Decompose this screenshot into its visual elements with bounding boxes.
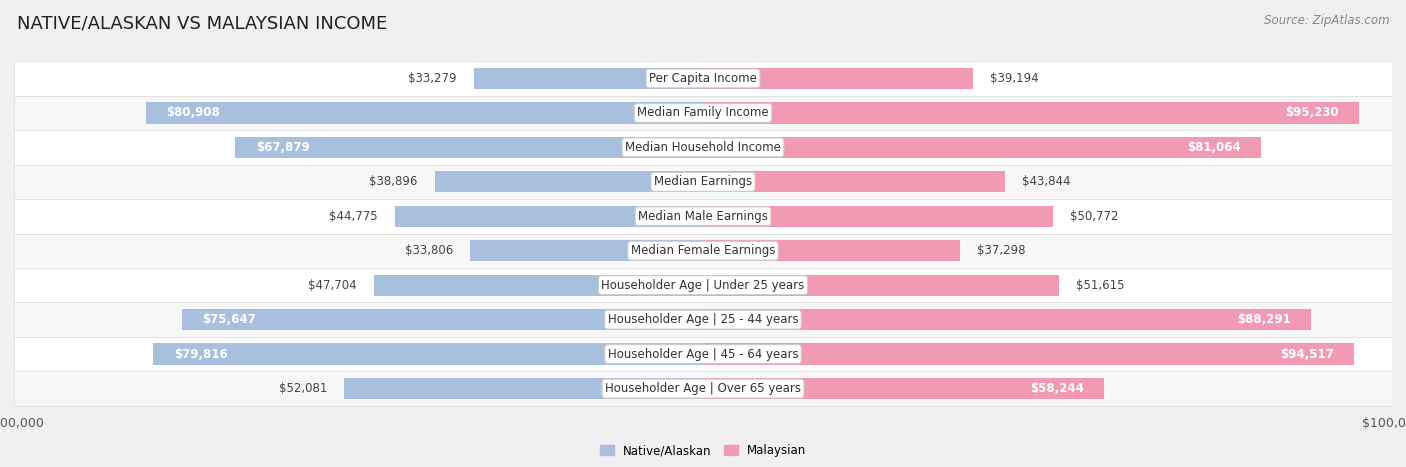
Text: Householder Age | 45 - 64 years: Householder Age | 45 - 64 years: [607, 347, 799, 361]
Bar: [703, 137, 1261, 158]
Text: $67,879: $67,879: [256, 141, 309, 154]
Bar: [703, 171, 1005, 192]
Legend: Native/Alaskan, Malaysian: Native/Alaskan, Malaysian: [595, 439, 811, 462]
Bar: [146, 102, 703, 124]
Text: $94,517: $94,517: [1279, 347, 1333, 361]
Bar: [14, 164, 1392, 199]
Text: Source: ZipAtlas.com: Source: ZipAtlas.com: [1264, 14, 1389, 27]
Text: Median Female Earnings: Median Female Earnings: [631, 244, 775, 257]
Bar: [703, 205, 1053, 227]
Text: $33,279: $33,279: [408, 72, 457, 85]
Bar: [14, 371, 1392, 406]
Bar: [14, 268, 1392, 303]
Bar: [14, 234, 1392, 268]
Text: $80,908: $80,908: [166, 106, 219, 120]
Text: Median Household Income: Median Household Income: [626, 141, 780, 154]
Bar: [14, 199, 1392, 234]
Bar: [703, 102, 1360, 124]
Bar: [374, 275, 703, 296]
Text: Householder Age | Under 25 years: Householder Age | Under 25 years: [602, 279, 804, 292]
Text: $50,772: $50,772: [1070, 210, 1119, 223]
Bar: [703, 68, 973, 89]
Bar: [395, 205, 703, 227]
Bar: [14, 337, 1392, 371]
Text: $37,298: $37,298: [977, 244, 1026, 257]
Bar: [14, 303, 1392, 337]
Text: Median Male Earnings: Median Male Earnings: [638, 210, 768, 223]
Bar: [703, 378, 1104, 399]
Bar: [153, 343, 703, 365]
Text: Householder Age | Over 65 years: Householder Age | Over 65 years: [605, 382, 801, 395]
Bar: [470, 240, 703, 262]
Bar: [14, 96, 1392, 130]
Text: $51,615: $51,615: [1076, 279, 1125, 292]
Text: $44,775: $44,775: [329, 210, 377, 223]
Text: $52,081: $52,081: [278, 382, 328, 395]
Text: $33,806: $33,806: [405, 244, 453, 257]
Bar: [14, 130, 1392, 164]
Bar: [703, 240, 960, 262]
Text: Median Earnings: Median Earnings: [654, 175, 752, 188]
Text: Householder Age | 25 - 44 years: Householder Age | 25 - 44 years: [607, 313, 799, 326]
Bar: [235, 137, 703, 158]
Bar: [703, 275, 1059, 296]
Bar: [344, 378, 703, 399]
Text: $43,844: $43,844: [1022, 175, 1071, 188]
Bar: [434, 171, 703, 192]
Text: Per Capita Income: Per Capita Income: [650, 72, 756, 85]
Text: $95,230: $95,230: [1285, 106, 1339, 120]
Bar: [14, 61, 1392, 96]
Text: $81,064: $81,064: [1187, 141, 1241, 154]
Bar: [181, 309, 703, 330]
Text: $47,704: $47,704: [308, 279, 357, 292]
Bar: [703, 309, 1312, 330]
Bar: [703, 343, 1354, 365]
Text: Median Family Income: Median Family Income: [637, 106, 769, 120]
Text: $88,291: $88,291: [1237, 313, 1291, 326]
Text: $38,896: $38,896: [370, 175, 418, 188]
Text: $79,816: $79,816: [174, 347, 228, 361]
Bar: [474, 68, 703, 89]
Text: $39,194: $39,194: [990, 72, 1039, 85]
Text: $58,244: $58,244: [1029, 382, 1084, 395]
Text: NATIVE/ALASKAN VS MALAYSIAN INCOME: NATIVE/ALASKAN VS MALAYSIAN INCOME: [17, 14, 387, 32]
Text: $75,647: $75,647: [202, 313, 256, 326]
